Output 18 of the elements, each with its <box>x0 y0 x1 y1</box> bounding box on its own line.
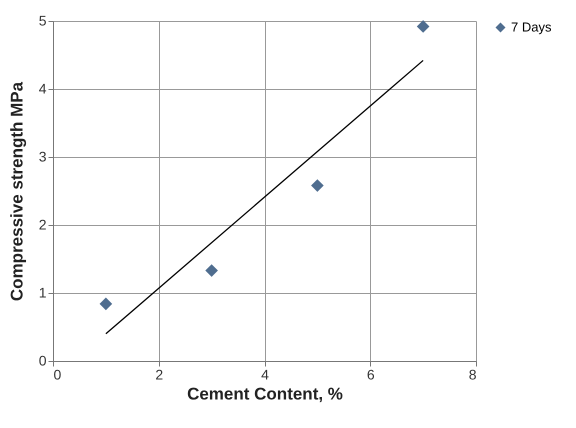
y-tick-label: 4 <box>38 80 47 96</box>
legend-label: 7 Days <box>511 20 552 34</box>
x-tick-label: 8 <box>468 366 477 382</box>
y-axis-title: Compressive strength MPa <box>8 81 27 302</box>
point <box>311 179 324 192</box>
x-tick-label: 6 <box>366 366 375 382</box>
point <box>416 20 430 33</box>
point <box>100 298 112 310</box>
x-tick-label: 0 <box>54 366 62 382</box>
y-tick-label: 5 <box>38 12 47 28</box>
x-tick-label: 4 <box>261 366 270 382</box>
point <box>205 264 218 277</box>
y-tick-label: 2 <box>38 216 47 232</box>
y-tick-label: 0 <box>38 352 47 368</box>
y-tick-label: 1 <box>38 284 47 300</box>
x-axis-title: Cement Content, % <box>187 384 343 404</box>
x-tick-label: 2 <box>155 366 164 382</box>
y-tick-label: 3 <box>38 148 47 164</box>
